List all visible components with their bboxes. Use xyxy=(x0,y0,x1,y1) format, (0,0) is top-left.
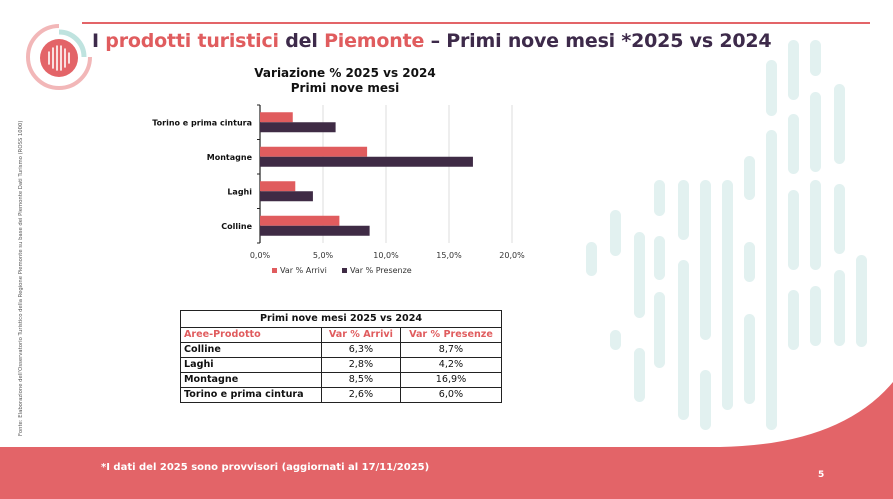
x-tick-label: 20,0% xyxy=(499,251,525,260)
bar xyxy=(260,225,370,236)
chart-legend: Var % Arrivi Var % Presenze xyxy=(272,266,412,275)
table-header-area: Aree-Prodotto xyxy=(180,327,322,343)
table-header-presenze: Var % Presenze xyxy=(399,327,503,343)
x-tick-label: 15,0% xyxy=(436,251,462,260)
page-title: I prodotti turistici del Piemonte – Prim… xyxy=(92,30,772,52)
x-tick-label: 0,0% xyxy=(250,251,271,260)
table-header-row: Aree-Prodotto Var % Arrivi Var % Presenz… xyxy=(180,327,503,343)
x-tick-label: 5,0% xyxy=(313,251,334,260)
title-underline xyxy=(82,22,870,24)
table-cell-arrivi: 2,6% xyxy=(320,387,401,403)
chart-x-tick-labels: 0,0% 5,0% 10,0% 15,0% 20,0% xyxy=(250,251,525,260)
table-row: Laghi 2,8% 4,2% xyxy=(180,357,503,373)
bar xyxy=(260,181,296,192)
legend-label: Var % Presenze xyxy=(350,266,412,275)
data-table: Primi nove mesi 2025 vs 2024 Aree-Prodot… xyxy=(180,310,503,403)
bar xyxy=(260,112,293,123)
bar xyxy=(260,215,340,226)
table-caption: Primi nove mesi 2025 vs 2024 xyxy=(180,310,502,328)
footer-band xyxy=(0,382,893,499)
table-header-arrivi: Var % Arrivi xyxy=(320,327,401,343)
bar xyxy=(260,191,313,202)
title-accent-region: Piemonte xyxy=(324,30,425,52)
bar xyxy=(260,122,336,133)
legend-swatch xyxy=(342,268,347,273)
title-accent-products: prodotti turistici xyxy=(105,30,279,52)
region-logo-icon xyxy=(26,24,92,90)
footer-note: *I dati del 2025 sono provvisori (aggior… xyxy=(101,462,430,473)
bar xyxy=(260,146,368,157)
bar-chart: Variazione % 2025 vs 2024 Primi nove mes… xyxy=(152,66,525,275)
decorative-background-pattern xyxy=(586,40,867,430)
chart-subtitle: Primi nove mesi xyxy=(291,81,399,95)
chart-title: Variazione % 2025 vs 2024 xyxy=(254,66,435,80)
table-row: Torino e prima cintura 2,6% 6,0% xyxy=(180,387,503,403)
x-tick-label: 10,0% xyxy=(373,251,399,260)
category-label: Laghi xyxy=(227,187,252,196)
title-suffix: – Primi nove mesi *2025 vs 2024 xyxy=(424,30,772,52)
category-label: Torino e prima cintura xyxy=(152,118,252,127)
page-number: 5 xyxy=(818,470,825,480)
table-cell-area: Torino e prima cintura xyxy=(180,387,322,403)
category-label: Colline xyxy=(221,222,252,231)
bar xyxy=(260,156,473,167)
chart-bars xyxy=(260,112,473,236)
title-middle: del xyxy=(278,30,325,52)
chart-category-labels: Torino e prima cintura Montagne Laghi Colli… xyxy=(152,118,252,231)
table-row: Montagne 8,5% 16,9% xyxy=(180,372,503,388)
legend-label: Var % Arrivi xyxy=(280,266,327,275)
legend-swatch xyxy=(272,268,277,273)
category-label: Montagne xyxy=(207,153,253,162)
table-cell-presenze: 6,0% xyxy=(399,387,503,403)
title-prefix: I xyxy=(92,30,106,52)
